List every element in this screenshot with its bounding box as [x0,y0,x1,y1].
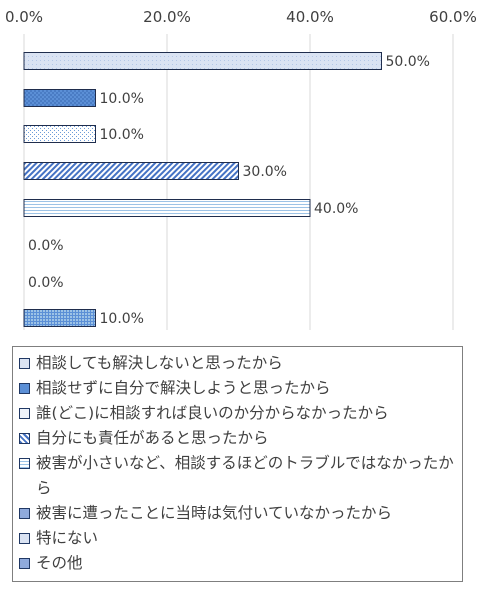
legend-item: 相談せずに自分で解決しようと思ったから [19,376,459,401]
data-label: 40.0% [314,201,358,217]
legend-item: その他 [19,551,459,576]
bar [23,89,96,107]
data-label: 0.0% [28,238,64,254]
gridlines [23,34,454,330]
legend-label: 相談しても解決しないと思ったから [36,354,283,372]
legend-label: 自分にも責任があると思ったから [36,429,269,447]
data-label: 10.0% [100,91,144,107]
legend-swatch [19,533,30,544]
legend-label: 被害に遭ったことに当時は気付いていなかったから [36,504,393,522]
bar [23,199,311,217]
data-label: 10.0% [100,311,144,327]
x-tick-label: 60.0% [429,8,477,26]
bar [23,52,382,70]
legend-item: 被害に遭ったことに当時は気付いていなかったから [19,501,459,526]
data-label: 0.0% [28,275,64,291]
legend-swatch [19,458,30,469]
legend: 相談しても解決しないと思ったから相談せずに自分で解決しようと思ったから誰(どこ)… [12,346,463,582]
bars [23,52,382,327]
legend-label: 誰(どこ)に相談すれば良いのか分からなかったから [36,404,389,422]
bar-chart: 0.0% 20.0% 40.0% 60.0% 50.0% 10.0% 10.0% 30.0%… [5,8,477,330]
bar [23,162,239,180]
bar [23,309,96,327]
legend-swatch [19,408,30,419]
legend-label: その他 [36,554,83,572]
data-label: 10.0% [100,127,144,143]
data-labels: 50.0% 10.0% 10.0% 30.0% 40.0% 0.0% 0.0% 10.0% [28,54,430,327]
x-tick-label: 40.0% [286,8,334,26]
x-tick-label: 20.0% [143,8,191,26]
legend-item: 特にない [19,526,459,551]
bar [23,125,96,143]
legend-item: 相談しても解決しないと思ったから [19,351,459,376]
legend-label: 被害が小さいなど、相談するほどのトラブルではなかったから [36,454,454,497]
legend-swatch [19,433,30,444]
legend-label: 相談せずに自分で解決しようと思ったから [36,379,331,397]
legend-swatch [19,508,30,519]
legend-item: 誰(どこ)に相談すれば良いのか分からなかったから [19,401,459,426]
legend-swatch [19,358,30,369]
legend-swatch [19,383,30,394]
data-label: 30.0% [243,164,287,180]
legend-item: 自分にも責任があると思ったから [19,426,459,451]
data-label: 50.0% [386,54,430,70]
x-axis-ticks: 0.0% 20.0% 40.0% 60.0% [5,8,477,26]
x-tick-label: 0.0% [5,8,43,26]
legend-swatch [19,558,30,569]
legend-item: 被害が小さいなど、相談するほどのトラブルではなかったから [19,451,459,501]
legend-label: 特にない [36,529,99,547]
